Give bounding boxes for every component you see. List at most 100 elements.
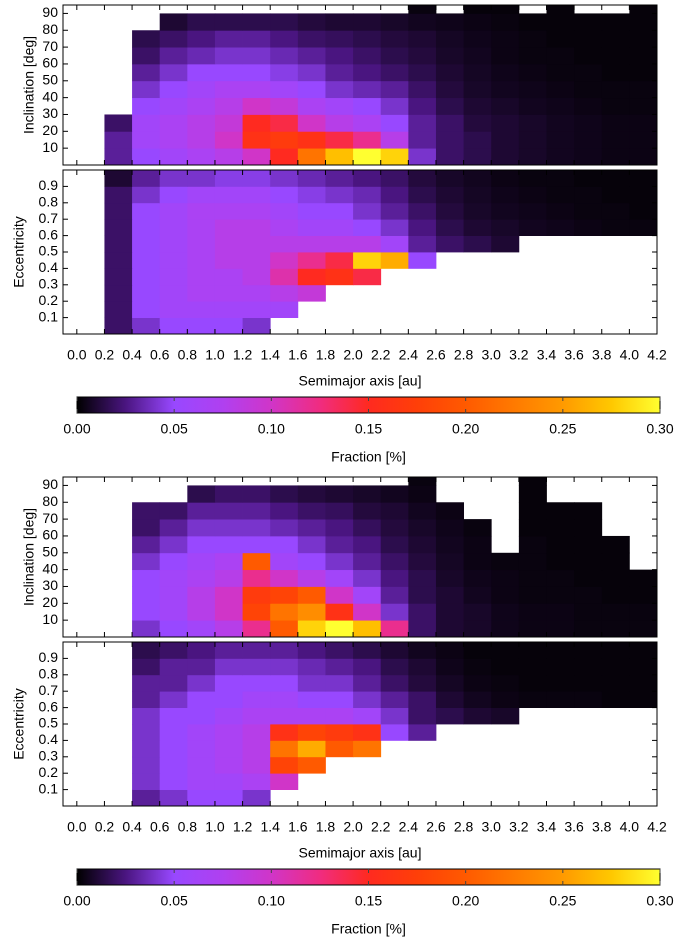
heat-cell <box>132 219 161 236</box>
heat-cell <box>159 252 188 269</box>
heat-cell <box>546 30 575 48</box>
heat-cell <box>574 13 603 31</box>
heat-cell <box>574 114 603 132</box>
heat-cell <box>270 535 299 554</box>
heat-cell <box>297 219 326 236</box>
x-tick-label: 2.6 <box>426 347 446 363</box>
y-tick-label: 0.2 <box>39 292 59 308</box>
heat-cell <box>380 114 409 132</box>
x-tick-label: 2.4 <box>399 347 419 363</box>
heat-cell <box>491 63 520 82</box>
heat-cell <box>159 502 188 520</box>
heat-cell <box>574 131 603 149</box>
heat-cell <box>629 569 658 587</box>
heat-cell <box>187 552 216 571</box>
heat-cell <box>159 707 188 725</box>
heat-cell <box>380 63 409 82</box>
heat-cell <box>546 114 575 132</box>
colorbar-tick-label: 0.00 <box>63 421 90 437</box>
heat-cell <box>408 477 437 486</box>
heat-cell <box>297 586 326 604</box>
heat-cell <box>297 202 326 220</box>
colorbar-tick-label: 0.15 <box>355 421 382 437</box>
heat-cell <box>546 47 575 65</box>
x-tick-label: 3.4 <box>537 347 557 363</box>
heat-cell <box>242 773 271 790</box>
heat-cell <box>270 586 299 604</box>
heat-cell <box>242 30 271 48</box>
heat-cell <box>491 97 520 115</box>
heat-cell <box>435 202 465 220</box>
heat-cell <box>491 658 520 676</box>
heat-cell <box>408 202 437 220</box>
heat-cell <box>104 148 133 166</box>
heat-cell <box>214 519 243 537</box>
heat-cell <box>325 30 354 48</box>
x-tick-label: 2.4 <box>399 819 419 835</box>
heat-cell <box>380 519 409 537</box>
heat-cell <box>270 252 299 269</box>
heat-cell <box>491 131 520 149</box>
heat-cell <box>132 620 161 638</box>
y-tick-label: 0.1 <box>39 780 59 796</box>
heat-cell <box>491 569 520 587</box>
heat-cell <box>214 724 243 741</box>
y-tick-label: 0.3 <box>39 276 59 292</box>
heat-cell <box>353 674 382 692</box>
heat-cell <box>353 502 382 520</box>
heat-cell <box>380 691 409 708</box>
heat-cell <box>325 603 354 621</box>
heat-cell <box>601 674 630 692</box>
heat-cell <box>518 569 547 587</box>
x-axis-label: Semimajor axis [au] <box>299 845 422 861</box>
heat-cell <box>491 620 520 638</box>
heat-cell <box>518 519 547 537</box>
x-tick-label: 2.8 <box>454 347 474 363</box>
heat-cell <box>601 603 630 621</box>
heat-cell <box>270 63 299 82</box>
heat-cell <box>408 569 437 587</box>
heat-cell <box>132 569 161 587</box>
heat-cell <box>325 569 354 587</box>
heat-cell <box>518 603 547 621</box>
colorbar-tick-label: 0.10 <box>258 421 285 437</box>
heat-cell <box>574 603 603 621</box>
heat-cell <box>518 620 547 638</box>
heat-cell <box>353 219 382 236</box>
heat-cell <box>380 202 409 220</box>
y-tick-label: 0.8 <box>39 194 59 210</box>
heat-cell <box>242 131 271 149</box>
heat-cell <box>132 552 161 571</box>
heat-cell <box>242 202 271 220</box>
heat-cell <box>132 691 161 708</box>
heat-cell <box>132 186 161 204</box>
heat-cell <box>435 47 465 65</box>
heat-cell <box>629 5 658 14</box>
heat-cell <box>435 30 465 48</box>
heat-cell <box>353 268 382 286</box>
heat-cell <box>463 235 492 253</box>
x-tick-label: 2.0 <box>343 347 363 363</box>
heat-cell <box>242 186 271 204</box>
heat-cell <box>270 301 299 318</box>
x-tick-label: 3.8 <box>592 347 612 363</box>
x-tick-label: 1.6 <box>288 347 308 363</box>
heat-cell <box>435 519 465 537</box>
heat-cell <box>270 519 299 537</box>
heat-cell <box>601 47 630 65</box>
heat-cell <box>270 235 299 253</box>
heat-cell <box>463 674 492 692</box>
heat-cell <box>325 131 354 149</box>
heat-cell <box>214 268 243 286</box>
heat-cell <box>132 63 161 82</box>
heat-cell <box>187 773 216 790</box>
colorbar-tick-label: 0.25 <box>549 421 576 437</box>
y-tick-label: 0.7 <box>39 210 59 226</box>
heat-cell <box>270 202 299 220</box>
heat-cell <box>214 202 243 220</box>
heat-cell <box>214 502 243 520</box>
colorbar-tick-label: 0.05 <box>161 893 188 909</box>
heat-cell <box>629 186 658 204</box>
heat-cell <box>159 170 188 187</box>
heat-cell <box>463 13 492 31</box>
